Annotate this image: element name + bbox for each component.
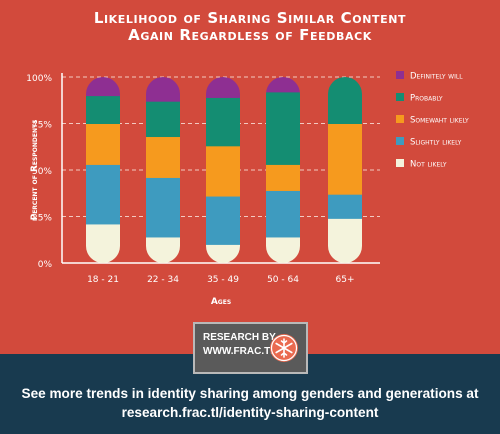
bar-segment [146,101,180,138]
bar-stack [266,77,300,263]
chart-title: Likelihood of Sharing Similar Content Ag… [0,10,500,44]
x-axis-title: Ages [211,297,231,307]
y-tick-label: 0% [38,260,53,270]
legend-swatch [396,159,404,167]
badge-line1: RESEARCH BY [203,332,276,343]
bar-segment [328,77,362,124]
bar-segment [146,236,180,263]
x-tick-label: 65+ [336,275,355,285]
legend-swatch [396,93,404,101]
bar-segment [328,218,362,263]
x-tick-label: 35 - 49 [207,275,239,285]
bar-stack [146,77,180,263]
bar-segment [206,145,240,197]
badge-text: RESEARCH BY WWW.FRAC.TL [203,331,276,359]
bar-segment [86,123,120,165]
x-tick-label: 18 - 21 [87,275,119,285]
bar-segment [266,77,300,93]
bar-segment [206,77,240,98]
legend-swatch [396,115,404,123]
footer-link[interactable]: research.frac.tl/identity-sharing-conten… [121,405,379,420]
y-axis-title: Percent of Respondents [30,120,40,221]
legend-label: Slightly likely [410,138,462,148]
bar-segment [86,95,120,124]
bar-segment [266,164,300,191]
bar-segment [266,190,300,238]
y-tick-label: 75% [32,121,52,131]
y-tick-label: 25% [32,214,52,224]
bar-segment [266,236,300,263]
legend-swatch [396,137,404,145]
bar-segment [206,97,240,147]
footer-line1: See more trends in identity sharing amon… [21,386,479,401]
bar-stack [328,77,362,263]
chart-title-line2: Again Regardless of Feedback [128,26,372,44]
bar-segment [86,77,120,97]
x-tick-label: 50 - 64 [267,275,299,285]
bar-segment [206,244,240,263]
legend-label: Probably [410,94,443,104]
research-badge[interactable]: RESEARCH BY WWW.FRAC.TL [193,322,308,374]
stacked-bar-chart: 0% 25% 50% 75% 100% Percent of Respondents 18 … [26,71,469,307]
bar-segment [146,177,180,238]
snowflake-icon [270,334,298,362]
bar-segment [266,91,300,165]
chart-title-line1: Likelihood of Sharing Similar Content [93,9,407,27]
bar-segment [206,196,240,245]
y-tick-label: 50% [32,167,52,177]
bar-segment [146,77,180,102]
legend-label: Somewaht likely [410,116,469,126]
x-tick-label: 22 - 34 [147,275,179,285]
y-tick-label: 100% [26,74,52,84]
legend-swatch [396,71,404,79]
bar-segment [328,123,362,195]
bar-segment [146,136,180,178]
footer-text: See more trends in identity sharing amon… [0,384,500,422]
legend-label: Definitely will [410,72,463,82]
bar-segment [86,223,120,263]
bar-stack [206,77,240,263]
bar-segment [328,194,362,219]
bar-segment [86,164,120,225]
legend-label: Not likely [410,160,447,170]
bar-stack [86,77,120,263]
badge-line2: WWW.FRAC.TL [203,346,277,357]
